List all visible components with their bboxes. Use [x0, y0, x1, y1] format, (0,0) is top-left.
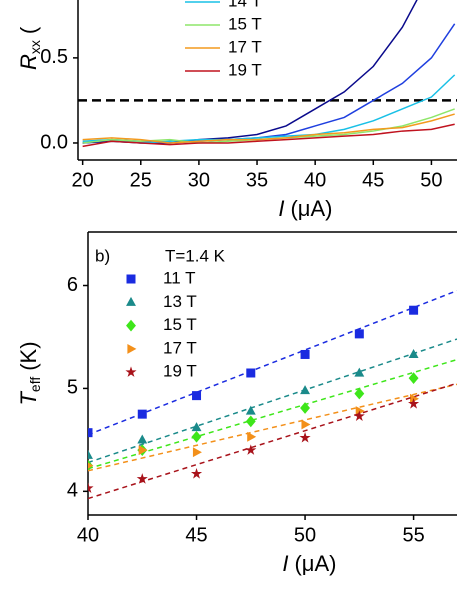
x-tick-label: 25 — [130, 169, 152, 191]
legend-marker — [126, 296, 136, 306]
data-point — [409, 305, 419, 315]
fit-line — [88, 383, 457, 472]
y-label-unit: (K) — [16, 341, 41, 370]
x-label-unit: (μA) — [290, 196, 332, 221]
data-point — [246, 368, 256, 378]
y-label-subscript: xx — [27, 40, 43, 54]
x-tick-label: 50 — [420, 169, 442, 191]
data-point — [190, 467, 203, 479]
data-point — [192, 447, 202, 458]
y-label-symbol: R — [16, 54, 41, 70]
series-line — [82, 113, 455, 144]
data-point — [354, 367, 365, 377]
y-tick-label: 5 — [67, 377, 78, 399]
x-tick-label: 40 — [304, 169, 326, 191]
y-label: Teff (K) — [16, 341, 43, 405]
data-point — [299, 431, 311, 443]
data-point — [354, 329, 364, 339]
legend-label: 17 T — [163, 338, 197, 357]
y-label: Rxx ( — [16, 26, 43, 70]
y-tick-label: 0.0 — [40, 131, 68, 153]
legend-label: 15 T — [163, 315, 197, 334]
data-point — [138, 445, 148, 456]
legend-label: 19 T — [228, 60, 262, 79]
data-point — [245, 415, 256, 428]
legend-label: 13 T — [163, 292, 197, 311]
data-point — [245, 444, 257, 455]
data-point — [136, 473, 148, 484]
data-point — [137, 409, 147, 419]
legend-marker — [125, 366, 137, 377]
y-tick-label: 0.5 — [40, 46, 68, 68]
data-point — [191, 422, 202, 432]
y-label-unit: ( — [16, 26, 41, 34]
legend-marker — [126, 319, 136, 332]
x-label: I (μA) — [282, 551, 336, 576]
x-tick-label: 45 — [362, 169, 384, 191]
data-point — [247, 431, 257, 442]
x-tick-label: 35 — [246, 169, 268, 191]
fit-line — [88, 382, 457, 500]
data-point — [409, 393, 419, 404]
fit-line — [88, 338, 457, 464]
data-point — [408, 349, 419, 359]
y-tick-label: 4 — [67, 480, 78, 502]
legend-label: 17 T — [228, 37, 262, 56]
fit-line — [88, 358, 457, 470]
data-point — [137, 434, 148, 444]
plot-area — [78, 0, 457, 148]
fit-line — [88, 289, 457, 436]
data-point — [88, 428, 93, 438]
y-tick-label: 6 — [67, 274, 78, 296]
x-tick-label: 50 — [294, 524, 316, 546]
data-point — [192, 391, 202, 401]
data-point — [301, 419, 311, 430]
data-point — [300, 349, 310, 359]
legend-label: 14 T — [228, 0, 262, 10]
legend-label: 15 T — [228, 14, 262, 33]
legend-label: 11 T — [163, 268, 195, 287]
data-point — [300, 402, 311, 414]
legend-marker — [126, 274, 136, 284]
data-point — [88, 462, 94, 469]
x-tick-label: 40 — [77, 524, 99, 546]
data-point — [408, 372, 419, 384]
series-line — [82, 123, 455, 148]
series-line — [82, 0, 418, 144]
data-point — [408, 398, 420, 409]
y-label-subscript: eff — [27, 377, 43, 392]
x-label-unit: (μA) — [294, 551, 336, 576]
series-line — [82, 23, 456, 144]
x-label-symbol: I — [282, 551, 288, 576]
legend-marker — [127, 343, 137, 354]
annotation: T=1.4 K — [165, 246, 226, 265]
data-point — [88, 449, 93, 459]
x-tick-label: 45 — [185, 524, 207, 546]
data-point — [245, 405, 256, 415]
plot-area — [88, 289, 457, 500]
data-point — [353, 410, 365, 421]
x-tick-label: 30 — [188, 169, 210, 191]
x-tick-label: 20 — [72, 169, 94, 191]
legend-label: 19 T — [163, 362, 197, 381]
data-point — [354, 387, 365, 400]
y-label-symbol: T — [16, 391, 41, 406]
data-point — [88, 482, 94, 493]
panel-label: b) — [95, 246, 110, 265]
data-point — [191, 430, 202, 443]
x-tick-label: 55 — [402, 524, 424, 546]
x-label-symbol: I — [278, 196, 284, 221]
data-point — [300, 385, 311, 395]
x-label: I (μA) — [278, 196, 332, 221]
